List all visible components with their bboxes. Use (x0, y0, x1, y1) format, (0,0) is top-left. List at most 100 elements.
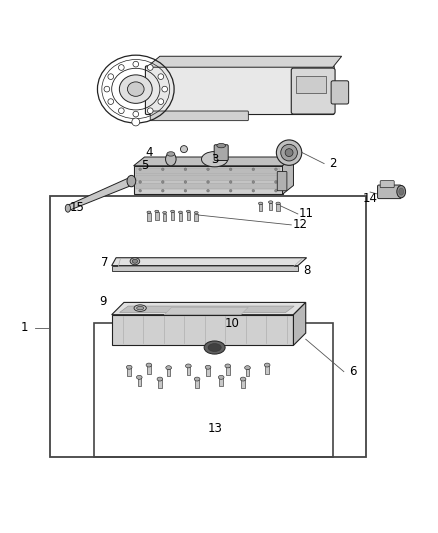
FancyBboxPatch shape (214, 145, 228, 160)
Ellipse shape (127, 175, 136, 187)
Circle shape (184, 181, 187, 183)
Circle shape (162, 86, 167, 92)
Ellipse shape (119, 75, 152, 103)
Polygon shape (283, 157, 293, 194)
Circle shape (147, 108, 153, 114)
Ellipse shape (167, 152, 175, 156)
Ellipse shape (170, 210, 174, 213)
Circle shape (133, 111, 138, 117)
Circle shape (118, 108, 124, 114)
Ellipse shape (157, 377, 163, 381)
Polygon shape (147, 56, 342, 67)
Ellipse shape (244, 366, 250, 370)
Bar (167, 368, 170, 376)
Ellipse shape (166, 366, 172, 370)
Circle shape (230, 168, 232, 171)
Ellipse shape (201, 151, 228, 167)
Polygon shape (134, 166, 283, 194)
Text: 4: 4 (145, 146, 153, 159)
Circle shape (158, 99, 164, 104)
Text: 9: 9 (99, 295, 107, 308)
Text: 2: 2 (329, 157, 337, 170)
Circle shape (139, 189, 141, 192)
Polygon shape (164, 308, 248, 314)
FancyBboxPatch shape (145, 66, 334, 115)
Circle shape (275, 181, 277, 183)
Ellipse shape (218, 375, 224, 379)
Circle shape (184, 168, 187, 171)
Bar (241, 380, 245, 388)
Ellipse shape (217, 143, 226, 148)
Ellipse shape (268, 201, 273, 204)
Text: 11: 11 (299, 207, 314, 221)
Text: 10: 10 (225, 317, 240, 330)
Circle shape (207, 181, 209, 183)
Circle shape (162, 168, 164, 171)
Ellipse shape (146, 363, 152, 367)
Circle shape (158, 74, 164, 79)
Bar (138, 378, 141, 386)
Ellipse shape (130, 258, 140, 265)
Circle shape (252, 189, 254, 192)
Circle shape (252, 181, 254, 183)
Ellipse shape (162, 212, 166, 214)
Text: 13: 13 (207, 422, 222, 435)
FancyBboxPatch shape (277, 172, 287, 191)
Bar (187, 367, 190, 375)
Ellipse shape (126, 365, 132, 369)
Text: 5: 5 (141, 159, 148, 172)
Bar (136, 168, 280, 174)
Circle shape (180, 146, 187, 152)
Bar (127, 368, 131, 376)
Ellipse shape (397, 185, 406, 198)
Circle shape (252, 168, 254, 171)
Bar (276, 204, 280, 211)
Text: 12: 12 (293, 219, 307, 231)
Bar (147, 366, 151, 374)
Bar (158, 380, 162, 388)
Ellipse shape (178, 211, 183, 213)
Circle shape (275, 189, 277, 192)
Ellipse shape (137, 306, 144, 310)
Bar (265, 366, 269, 374)
Circle shape (108, 99, 113, 104)
Circle shape (108, 74, 113, 79)
Ellipse shape (281, 144, 297, 161)
Bar (171, 212, 174, 220)
Ellipse shape (155, 210, 159, 213)
Circle shape (207, 168, 209, 171)
Bar (206, 368, 210, 376)
FancyBboxPatch shape (331, 81, 349, 104)
Ellipse shape (132, 259, 138, 263)
Ellipse shape (240, 377, 246, 381)
Polygon shape (120, 306, 294, 312)
Bar (259, 204, 262, 211)
FancyBboxPatch shape (380, 181, 394, 188)
Bar (246, 368, 249, 376)
Bar (269, 203, 272, 210)
Circle shape (184, 189, 187, 192)
Ellipse shape (276, 140, 302, 165)
Polygon shape (112, 265, 298, 271)
Circle shape (132, 118, 140, 126)
Ellipse shape (186, 364, 191, 368)
Circle shape (162, 189, 164, 192)
Ellipse shape (285, 149, 293, 157)
Circle shape (104, 86, 110, 92)
Ellipse shape (134, 305, 146, 311)
Bar (179, 213, 182, 221)
Circle shape (207, 189, 209, 192)
Ellipse shape (399, 188, 404, 195)
Circle shape (139, 181, 141, 183)
Ellipse shape (208, 344, 221, 351)
Circle shape (147, 64, 153, 70)
Circle shape (162, 181, 164, 183)
Ellipse shape (265, 363, 270, 367)
Bar (296, 76, 326, 93)
Bar (136, 175, 280, 181)
Bar (136, 183, 280, 189)
Polygon shape (112, 302, 306, 314)
Circle shape (139, 168, 141, 171)
Text: 7: 7 (101, 256, 109, 269)
Bar (163, 214, 166, 221)
